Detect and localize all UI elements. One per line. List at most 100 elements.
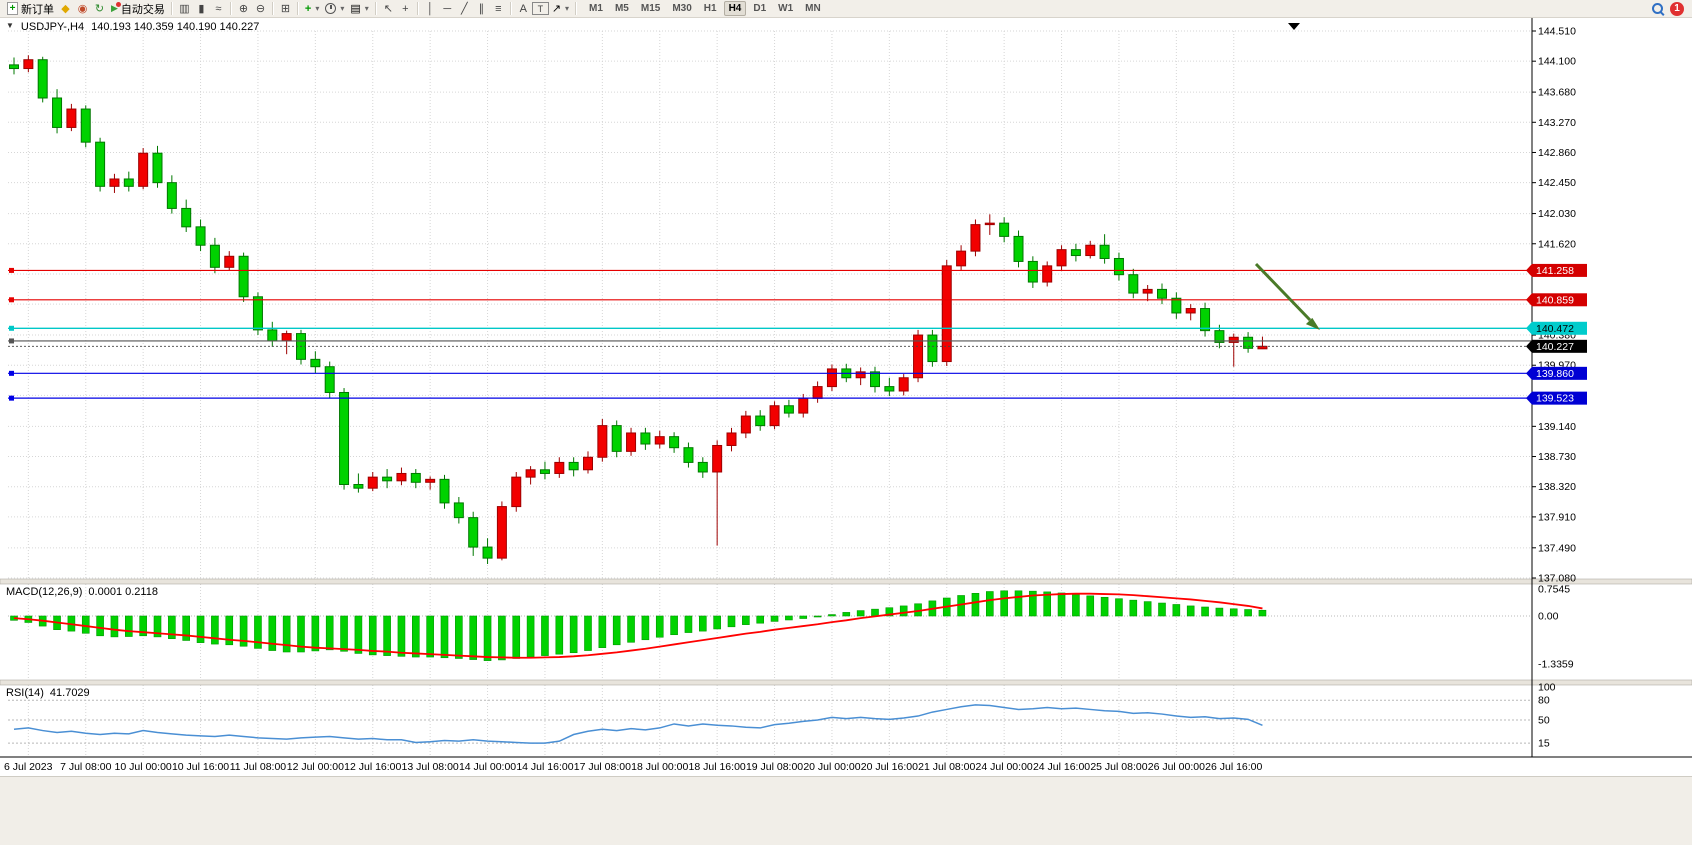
- date-axis-label: 10 Jul 00:00: [115, 761, 172, 773]
- line-handle[interactable]: [9, 370, 14, 376]
- macd-histogram-bar: [1244, 609, 1252, 617]
- arrow-tools-button[interactable]: ↗ ▾: [549, 1, 572, 17]
- line-handle[interactable]: [9, 338, 14, 344]
- macd-histogram-bar: [96, 615, 104, 637]
- price-badge: [1532, 339, 1587, 353]
- tile-windows-icon[interactable]: ⊞: [280, 3, 291, 15]
- price-axis-label: 143.270: [1538, 117, 1576, 129]
- timeframe-M30[interactable]: M30: [672, 3, 692, 14]
- line-chart-icon[interactable]: ≈: [215, 2, 222, 15]
- trendline-icon[interactable]: ╱: [461, 3, 468, 15]
- timeframe-MN[interactable]: MN: [805, 3, 821, 14]
- macd-histogram-bar: [239, 615, 248, 647]
- chart-header: ▼ USDJPY-,H4 140.193 140.359 140.190 140…: [6, 21, 259, 33]
- rsi-line: [13, 704, 1263, 744]
- timeframe-W1[interactable]: W1: [778, 3, 794, 14]
- candle: [913, 334, 924, 379]
- timeframe-H4[interactable]: H4: [723, 1, 747, 16]
- chart-shift-marker[interactable]: [1288, 23, 1300, 30]
- candle: [367, 476, 378, 489]
- price-axis-label: 142.860: [1538, 147, 1576, 159]
- line-handle[interactable]: [9, 325, 14, 331]
- search-icon[interactable]: [1650, 1, 1666, 17]
- timeframe-M5[interactable]: M5: [614, 3, 629, 14]
- channel-icon[interactable]: ∥: [478, 3, 485, 15]
- pane-splitter[interactable]: [0, 578, 1692, 585]
- line-handle[interactable]: [9, 395, 14, 401]
- macd-histogram-bar: [555, 615, 564, 655]
- metaeditor-icon[interactable]: ◆: [61, 3, 70, 15]
- macd-histogram-bar: [1172, 604, 1181, 617]
- candle: [209, 244, 220, 268]
- toolbar-separator: [509, 2, 512, 15]
- collapse-triangle-icon[interactable]: ▼: [6, 21, 14, 30]
- autotrading-button[interactable]: ▶ 自动交易: [108, 1, 168, 17]
- candle: [597, 425, 608, 458]
- timeframe-D1[interactable]: D1: [753, 3, 767, 14]
- price-chart-canvas[interactable]: 144.510 144.100 143.680 143.270 142.860 142.4…: [0, 18, 1692, 776]
- pane-splitter[interactable]: [0, 679, 1692, 686]
- candle: [1243, 336, 1254, 349]
- candle: [37, 59, 48, 99]
- refresh-icon[interactable]: ↻: [94, 3, 105, 15]
- vertical-line-icon[interactable]: │: [426, 2, 434, 15]
- text-icon[interactable]: A: [519, 2, 527, 15]
- alerts-icon[interactable]: ◉: [77, 3, 88, 15]
- candle: [252, 296, 263, 331]
- price-badge-label: 139.523: [1536, 393, 1574, 405]
- fibonacci-icon[interactable]: ≡: [495, 2, 502, 15]
- macd-histogram-bar: [81, 615, 90, 634]
- candle: [195, 226, 206, 246]
- macd-histogram-bar: [469, 615, 478, 660]
- arrow-annotation[interactable]: [1254, 262, 1312, 322]
- candle: [138, 152, 149, 187]
- crosshair-icon[interactable]: +: [402, 2, 409, 15]
- candle: [970, 224, 981, 252]
- price-badge-label: 141.258: [1536, 265, 1574, 277]
- line-handle[interactable]: [9, 297, 14, 303]
- macd-histogram-bar: [1029, 590, 1037, 617]
- candlestick-chart-icon[interactable]: ▮: [198, 3, 205, 15]
- new-order-button[interactable]: + 新订单: [4, 1, 57, 17]
- periods-button[interactable]: ▾: [322, 1, 347, 17]
- status-bar: [0, 776, 1692, 845]
- templates-button[interactable]: ▤ ▾: [347, 1, 371, 17]
- toolbar-separator: [416, 2, 419, 15]
- candle: [396, 472, 407, 482]
- candle: [812, 386, 823, 399]
- candle: [52, 97, 63, 128]
- cursor-icon[interactable]: ↖: [383, 3, 393, 15]
- indicators-icon: +: [304, 2, 312, 15]
- text-label-icon[interactable]: T: [531, 2, 549, 15]
- zoom-in-icon[interactable]: ⊕: [238, 3, 249, 15]
- symbol-period-label: USDJPY-,H4: [20, 21, 85, 33]
- price-badge: [1532, 263, 1587, 277]
- chevron-down-icon: ▾: [364, 4, 369, 13]
- notification-badge[interactable]: 1: [1670, 1, 1684, 16]
- macd-histogram-bar: [168, 615, 176, 639]
- line-handle[interactable]: [9, 267, 14, 273]
- timeframe-M15[interactable]: M15: [640, 3, 661, 14]
- candle: [554, 461, 565, 474]
- macd-histogram-bar: [713, 615, 721, 630]
- candle: [410, 472, 421, 483]
- zoom-out-icon[interactable]: ⊖: [255, 3, 266, 15]
- date-axis-label: 6 Jul 2023: [4, 761, 53, 773]
- candle: [984, 222, 995, 226]
- date-axis-label: 10 Jul 16:00: [172, 761, 229, 773]
- arrow-annotation-head[interactable]: [1305, 317, 1320, 330]
- price-axis-label: 137.490: [1538, 542, 1576, 554]
- bar-chart-icon[interactable]: ▥: [179, 3, 190, 15]
- macd-histogram-bar: [1143, 601, 1152, 617]
- timeframe-H1[interactable]: H1: [703, 3, 717, 14]
- timeframe-M1[interactable]: M1: [589, 3, 603, 14]
- horizontal-line-icon[interactable]: ─: [443, 2, 452, 15]
- macd-histogram-bar: [254, 615, 262, 649]
- macd-histogram-bar: [1086, 595, 1095, 617]
- candle: [626, 432, 637, 452]
- price-badge-notch: [1526, 391, 1532, 405]
- date-axis-label: 12 Jul 16:00: [344, 761, 401, 773]
- indicators-button[interactable]: + ▾: [302, 1, 322, 17]
- macd-histogram-bar: [512, 615, 521, 659]
- candle: [640, 432, 651, 445]
